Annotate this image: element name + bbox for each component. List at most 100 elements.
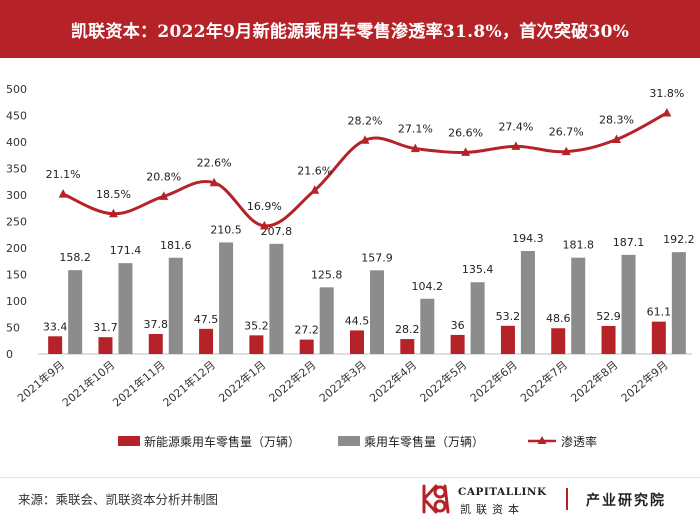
rate-marker	[410, 143, 420, 153]
total-bar	[571, 257, 586, 354]
y-tick-label: 500	[6, 83, 27, 96]
total-data-label: 181.8	[562, 239, 594, 252]
rate-marker	[259, 220, 269, 230]
nev-data-label: 36	[451, 319, 465, 332]
rate-data-label: 21.1%	[46, 168, 81, 181]
rate-data-label: 31.8%	[649, 87, 684, 100]
legend-label-rate: 渗透率	[561, 434, 597, 449]
total-data-label: 135.4	[462, 263, 494, 276]
total-bar	[370, 270, 384, 354]
nev-bar	[500, 325, 515, 354]
rate-marker	[58, 189, 68, 198]
total-data-label: 210.5	[210, 223, 242, 236]
y-tick-label: 450	[6, 110, 27, 123]
nev-bar	[400, 339, 415, 354]
total-bar	[269, 243, 284, 354]
x-tick-label: 2022年1月	[216, 358, 269, 405]
y-tick-label: 250	[6, 216, 27, 229]
nev-data-label: 48.6	[546, 312, 571, 325]
rate-marker	[159, 191, 169, 200]
nev-data-label: 61.1	[647, 306, 672, 319]
brand-block: CAPITALLINK 凯联资本 产业研究院	[418, 482, 700, 518]
brand-separator	[566, 488, 568, 510]
rate-marker	[662, 107, 672, 117]
rate-marker	[612, 134, 622, 144]
nev-bar	[148, 333, 163, 354]
x-tick-label: 2022年2月	[266, 358, 319, 405]
nev-bar	[299, 339, 314, 354]
nev-data-label: 47.5	[194, 313, 219, 326]
total-bar	[219, 242, 234, 354]
nev-data-label: 31.7	[93, 321, 118, 334]
total-data-label: 157.9	[361, 251, 393, 264]
title-bar: 凯联资本：2022年9月新能源乘用车零售渗透率31.8%，首次突破30%	[0, 0, 700, 58]
rate-marker	[461, 147, 471, 156]
brand-name-en: CAPITALLINK	[458, 486, 547, 498]
nev-bar	[350, 330, 364, 354]
rate-data-label: 28.2%	[348, 114, 383, 127]
nev-bar	[98, 337, 113, 354]
nev-bar	[601, 325, 616, 354]
rate-data-label: 21.6%	[297, 164, 332, 177]
total-data-label: 158.2	[59, 251, 91, 264]
nev-bar	[48, 336, 63, 354]
legend-label-nev: 新能源乘用车零售量（万辆）	[144, 434, 300, 449]
rate-data-label: 20.8%	[146, 170, 181, 183]
y-tick-label: 350	[6, 163, 27, 176]
rate-marker	[561, 146, 571, 156]
capitallink-logo-icon	[422, 484, 450, 514]
nev-bar	[199, 328, 214, 354]
brand-department: 产业研究院	[586, 493, 666, 509]
total-data-label: 194.3	[512, 232, 544, 245]
total-bar	[319, 287, 334, 354]
nev-data-label: 33.4	[43, 320, 68, 333]
x-tick-label: 2021年9月	[14, 358, 67, 405]
total-bar	[621, 254, 636, 354]
rate-data-label: 18.5%	[96, 188, 131, 201]
rate-marker	[511, 141, 521, 150]
x-tick-label: 2022年4月	[367, 358, 420, 405]
total-bar	[68, 270, 83, 354]
total-data-label: 125.8	[311, 268, 343, 281]
y-tick-label: 0	[6, 348, 13, 361]
rate-marker	[360, 135, 370, 144]
nev-data-label: 44.5	[345, 314, 370, 327]
footer-divider	[0, 477, 700, 478]
total-data-label: 192.2	[663, 233, 695, 246]
legend-swatch-nev	[118, 436, 140, 446]
nev-bar	[450, 334, 465, 354]
rate-data-label: 26.6%	[448, 126, 483, 139]
nev-bar	[551, 328, 566, 354]
total-bar	[470, 282, 485, 354]
rate-data-label: 22.6%	[197, 157, 232, 170]
nev-data-label: 35.2	[244, 319, 269, 332]
total-bar	[420, 298, 435, 354]
rate-data-label: 27.4%	[498, 120, 533, 133]
total-bar	[520, 251, 535, 354]
total-data-label: 207.8	[261, 225, 293, 238]
y-tick-label: 150	[6, 269, 27, 282]
total-data-label: 187.1	[613, 236, 645, 249]
total-data-label: 171.4	[110, 244, 142, 257]
y-tick-label: 50	[6, 322, 20, 335]
rate-marker	[108, 208, 118, 218]
rate-marker	[310, 185, 320, 194]
nev-data-label: 52.9	[596, 310, 621, 323]
x-tick-label: 2022年8月	[568, 358, 621, 405]
total-data-label: 181.6	[160, 239, 192, 252]
nev-data-label: 53.2	[496, 310, 521, 323]
y-tick-label: 100	[6, 295, 27, 308]
total-data-label: 104.2	[412, 280, 444, 293]
x-tick-label: 2021年12月	[160, 358, 218, 410]
total-bar	[118, 263, 133, 354]
nev-data-label: 27.2	[294, 324, 319, 337]
total-bar	[168, 257, 183, 354]
x-tick-label: 2022年6月	[467, 358, 520, 405]
y-tick-label: 400	[6, 136, 27, 149]
rate-marker	[209, 177, 219, 187]
x-tick-label: 2022年7月	[517, 358, 570, 405]
x-tick-label: 2022年3月	[316, 358, 369, 405]
nev-bar	[651, 321, 666, 354]
rate-data-label: 27.1%	[398, 123, 433, 136]
nev-data-label: 28.2	[395, 323, 420, 336]
